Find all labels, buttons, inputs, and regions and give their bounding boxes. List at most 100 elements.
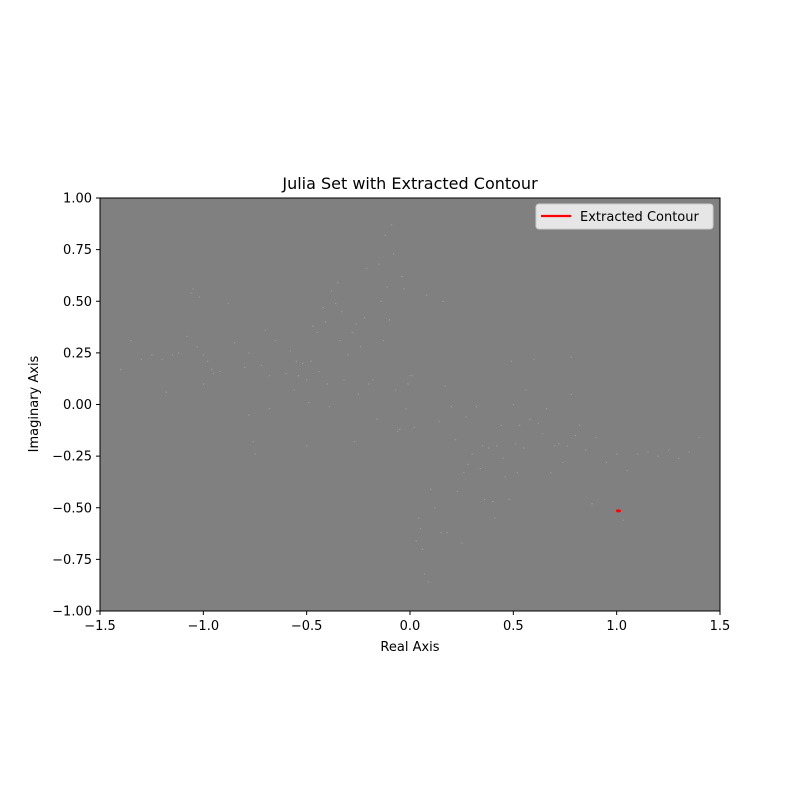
julia-point — [605, 461, 608, 464]
julia-point — [438, 420, 440, 422]
julia-point — [558, 443, 560, 445]
julia-point — [516, 472, 519, 474]
julia-point — [483, 498, 486, 501]
julia-point — [434, 507, 436, 509]
julia-point — [465, 416, 467, 418]
plot-area — [100, 198, 720, 611]
julia-point — [339, 339, 341, 342]
x-tick-label: −1.0 — [188, 619, 220, 634]
julia-point — [463, 472, 465, 474]
legend: Extracted Contour — [535, 203, 714, 230]
julia-point — [392, 253, 395, 255]
julia-point — [395, 389, 397, 391]
julia-point — [496, 445, 498, 447]
julia-point — [368, 383, 370, 385]
julia-point — [678, 457, 680, 459]
julia-point — [337, 282, 339, 284]
y-tick-label: −0.25 — [52, 450, 92, 465]
julia-point — [667, 449, 670, 451]
julia-point — [446, 532, 448, 534]
julia-point — [219, 370, 221, 373]
y-tick-label: −0.75 — [52, 553, 92, 568]
julia-point — [514, 443, 517, 445]
julia-point — [647, 451, 649, 453]
julia-point — [244, 366, 246, 369]
julia-point — [140, 358, 143, 360]
julia-point — [390, 224, 393, 226]
y-tick-label: 0.25 — [63, 346, 92, 361]
julia-point — [190, 292, 192, 294]
julia-point — [378, 263, 380, 265]
julia-point — [357, 393, 360, 395]
julia-point — [297, 375, 300, 377]
julia-point — [698, 437, 701, 439]
y-tick-label: −0.50 — [52, 501, 92, 516]
julia-point — [421, 548, 424, 550]
legend-box — [535, 203, 714, 230]
julia-point — [405, 408, 407, 410]
julia-point — [380, 300, 382, 302]
julia-point — [306, 445, 308, 447]
julia-point — [413, 426, 415, 428]
x-axis-label: Real Axis — [380, 640, 439, 655]
julia-point — [442, 300, 444, 302]
julia-point — [260, 364, 262, 366]
julia-point — [457, 490, 459, 492]
julia-point — [285, 373, 287, 375]
julia-point — [688, 451, 690, 453]
julia-point — [523, 447, 525, 449]
y-tick-label: −1.00 — [52, 605, 92, 620]
julia-point — [585, 449, 587, 451]
y-axis-label: Imaginary Axis — [27, 355, 42, 452]
julia-point — [529, 418, 531, 420]
julia-point — [444, 385, 446, 387]
julia-point — [519, 424, 521, 426]
julia-point — [372, 379, 374, 381]
julia-point — [537, 422, 539, 424]
julia-point — [233, 342, 236, 344]
julia-point — [295, 360, 298, 362]
julia-point — [419, 527, 422, 530]
julia-point — [461, 542, 463, 544]
julia-point — [415, 540, 417, 542]
julia-point — [293, 389, 295, 391]
chart-title: Julia Set with Extracted Contour — [281, 174, 538, 193]
julia-point — [525, 389, 527, 391]
julia-point — [198, 296, 200, 298]
julia-point — [364, 317, 366, 319]
julia-point — [359, 346, 362, 348]
julia-point — [312, 325, 314, 327]
julia-point — [306, 379, 308, 381]
julia-point — [192, 288, 194, 290]
julia-point — [512, 404, 515, 406]
julia-point — [467, 463, 469, 466]
julia-point — [533, 358, 535, 360]
julia-point — [388, 319, 391, 321]
julia-point — [382, 339, 384, 342]
legend-label-extracted-contour: Extracted Contour — [580, 210, 700, 225]
julia-point — [401, 275, 403, 278]
julia-point — [366, 267, 368, 269]
y-tick-label: 1.00 — [63, 192, 92, 207]
x-tick-label: 0.5 — [503, 619, 524, 634]
julia-point — [355, 323, 357, 325]
julia-point — [353, 441, 355, 443]
julia-point — [409, 375, 411, 377]
julia-point — [492, 501, 494, 503]
julia-point — [289, 350, 291, 352]
y-tick-label: 0.75 — [63, 243, 92, 258]
julia-point — [318, 370, 320, 373]
julia-point — [566, 445, 568, 447]
julia-point — [508, 498, 510, 501]
julia-point — [471, 453, 473, 455]
julia-point — [423, 573, 426, 575]
julia-point — [403, 288, 405, 290]
julia-point — [186, 335, 188, 338]
julia-point — [550, 472, 552, 474]
julia-point — [341, 311, 343, 313]
x-axis-ticks: −1.5 −1.0 −0.5 0.0 0.5 1.0 1.5 — [84, 611, 730, 634]
julia-point — [541, 432, 543, 435]
julia-point — [248, 414, 250, 416]
julia-point — [213, 373, 215, 375]
contour-series — [616, 509, 622, 513]
